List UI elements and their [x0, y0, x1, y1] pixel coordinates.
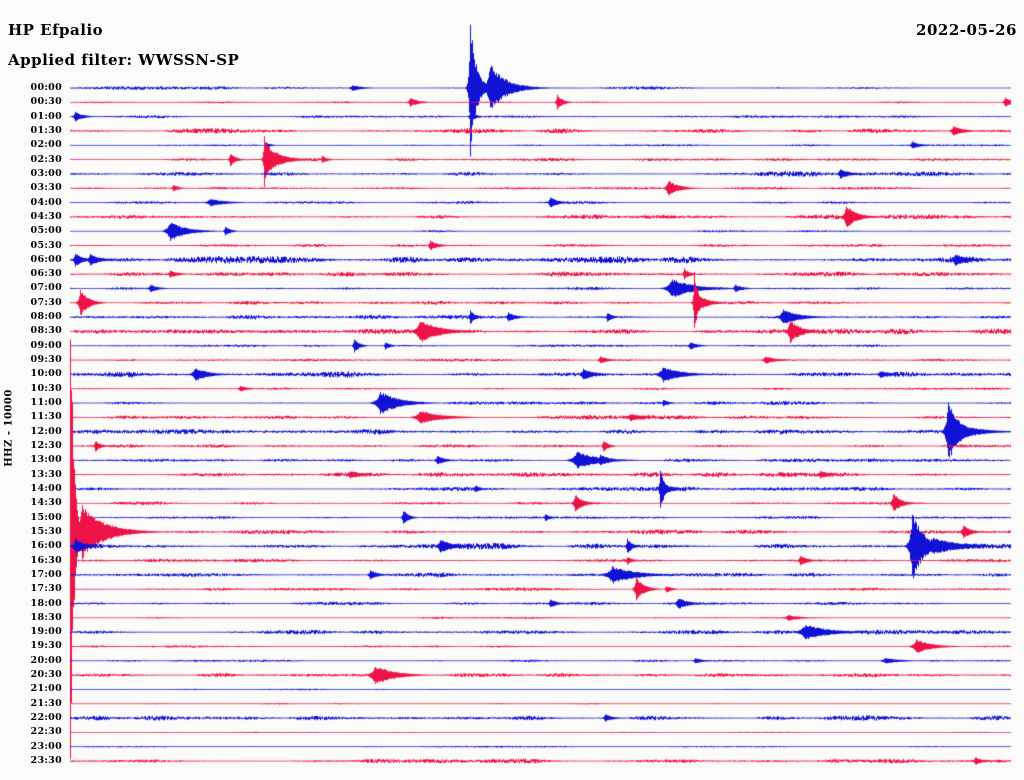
row-time-label: 02:30	[30, 153, 62, 165]
row-time-label: 08:30	[30, 325, 62, 337]
row-time-label: 06:00	[30, 253, 62, 265]
row-time-label: 13:00	[30, 454, 62, 466]
row-time-label: 14:30	[30, 497, 62, 509]
date-label: 2022-05-26	[916, 21, 1017, 39]
row-time-label: 01:30	[30, 124, 62, 136]
row-time-label: 10:00	[30, 368, 62, 380]
row-time-label: 07:00	[30, 282, 62, 294]
row-time-label: 04:30	[30, 210, 62, 222]
row-time-label: 18:30	[30, 611, 62, 623]
applied-filter-label: Applied filter: WWSSN-SP	[8, 51, 240, 69]
row-time-label: 11:30	[30, 411, 62, 423]
row-time-label: 00:00	[30, 82, 62, 93]
row-time-label: 08:00	[30, 311, 62, 323]
row-time-label: 12:30	[30, 440, 62, 451]
row-time-label: 12:00	[30, 425, 62, 437]
row-time-label: 03:00	[30, 167, 62, 179]
row-time-label: 15:30	[30, 525, 62, 537]
row-time-label: 02:00	[30, 139, 62, 151]
row-time-label: 05:30	[30, 239, 62, 251]
row-time-label: 09:30	[30, 354, 62, 366]
row-time-label: 22:00	[30, 712, 62, 724]
row-time-label: 21:30	[30, 697, 62, 709]
row-time-label: 01:00	[30, 110, 62, 122]
row-time-label: 23:30	[30, 755, 62, 767]
row-time-label: 23:00	[30, 740, 62, 752]
row-time-label: 09:00	[30, 339, 62, 351]
row-time-label: 04:00	[30, 196, 62, 208]
row-time-label: 06:30	[30, 268, 62, 280]
row-time-label: 18:00	[30, 597, 62, 609]
row-time-label: 17:30	[30, 583, 62, 595]
row-time-label: 07:30	[30, 296, 62, 308]
row-time-label: 20:00	[30, 654, 62, 666]
row-time-label: 20:30	[30, 669, 62, 681]
station-title: HP Efpalio	[8, 21, 104, 39]
row-time-label: 11:00	[30, 397, 62, 409]
row-time-label: 16:30	[30, 554, 62, 566]
row-time-label: 22:30	[30, 726, 62, 738]
row-time-label: 14:00	[30, 482, 62, 494]
row-time-label: 03:30	[30, 182, 62, 194]
row-time-label: 05:00	[30, 225, 62, 237]
row-time-label: 15:00	[30, 511, 62, 523]
row-time-label: 17:00	[30, 568, 62, 580]
row-time-label: 21:00	[30, 683, 62, 695]
row-time-label: 19:00	[30, 626, 62, 638]
row-time-label: 19:30	[30, 640, 62, 652]
row-time-label: 13:30	[30, 468, 62, 480]
row-time-label: 16:00	[30, 540, 62, 552]
row-time-label: 10:30	[30, 382, 62, 394]
row-time-label: 00:30	[30, 96, 62, 108]
